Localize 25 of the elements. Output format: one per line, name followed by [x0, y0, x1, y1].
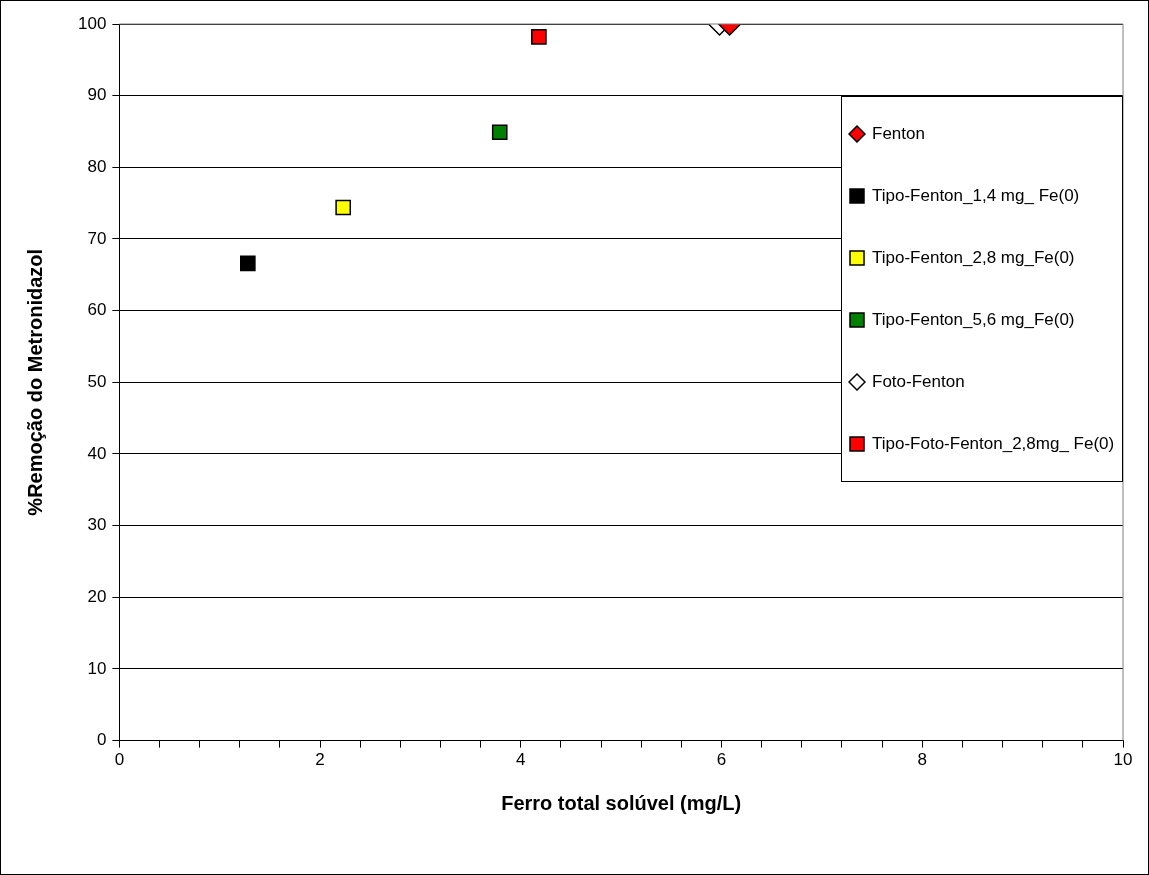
- legend-label: Tipo-Fenton_2,8 mg_Fe(0): [872, 247, 1075, 268]
- x-tick-label: 2: [315, 750, 325, 770]
- y-tick-label: 70: [87, 228, 107, 248]
- y-tick-label: 80: [87, 157, 107, 177]
- x-tick-label: 10: [1113, 750, 1133, 770]
- y-tick-label: 0: [96, 730, 107, 750]
- y-tick-label: 30: [87, 515, 107, 535]
- y-tick-label: 20: [87, 586, 107, 606]
- legend-label: Tipo-Foto-Fenton_2,8mg_ Fe(0): [872, 433, 1115, 454]
- x-axis-title: Ferro total solúvel (mg/L): [501, 791, 742, 814]
- x-tick-label: 8: [917, 750, 928, 770]
- legend-label: Foto-Fenton: [872, 371, 965, 392]
- y-tick-label: 40: [87, 443, 107, 463]
- legend-label: Fenton: [872, 123, 925, 144]
- y-tick-label: 90: [87, 85, 107, 105]
- y-tick-label: 50: [87, 371, 107, 391]
- x-tick-label: 0: [114, 750, 125, 770]
- legend-label: Tipo-Fenton_5,6 mg_Fe(0): [872, 309, 1075, 330]
- x-tick-label: 6: [716, 750, 727, 770]
- legend-label: Tipo-Fenton_1,4 mg_ Fe(0): [872, 185, 1080, 206]
- x-tick-label: 4: [516, 750, 526, 770]
- y-tick-label: 60: [87, 300, 107, 320]
- y-axis-title: %Remoção do Metronidazol: [23, 248, 46, 516]
- y-tick-label: 100: [77, 13, 107, 33]
- y-tick-label: 10: [87, 658, 107, 678]
